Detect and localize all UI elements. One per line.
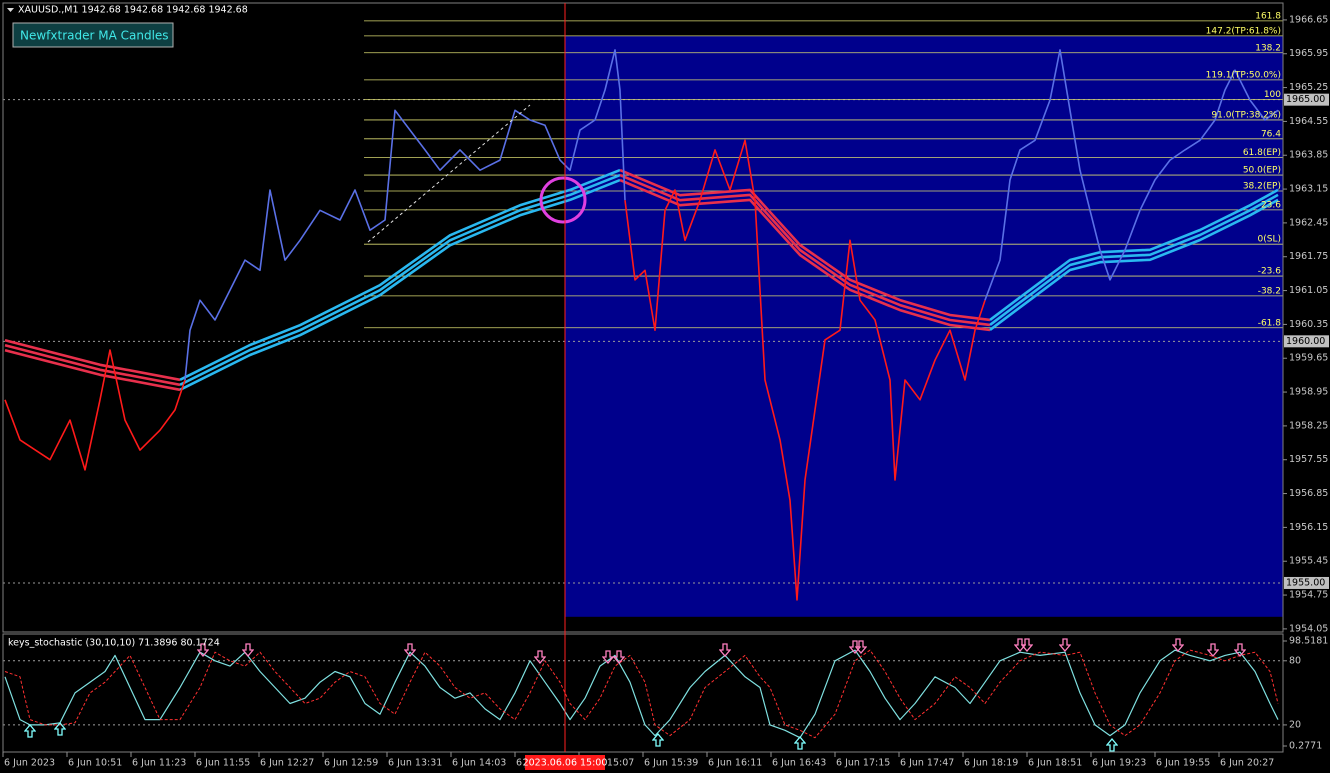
price-level-box bbox=[1284, 576, 1329, 589]
fib-label: 100 bbox=[1264, 90, 1281, 100]
y-tick-label: 1964.55 bbox=[1289, 116, 1328, 127]
cursor-label: 2023.06.06 15:00 bbox=[523, 758, 608, 769]
ma-ribbon-line bbox=[4, 348, 181, 392]
back-layer bbox=[3, 20, 1283, 726]
indicator-title: keys_stochastic (30,10,10) 71.3896 80.17… bbox=[8, 638, 220, 649]
x-tick-label: 6 Jun 12:59 bbox=[324, 758, 378, 769]
x-tick-label: 6 Jun 10:51 bbox=[68, 758, 122, 769]
y-tick-label: 1955.45 bbox=[1289, 556, 1328, 567]
ma-ribbon-line bbox=[989, 198, 1279, 331]
y-tick-label: 1957.55 bbox=[1289, 454, 1328, 465]
y-tick-label: 1954.05 bbox=[1289, 623, 1328, 634]
highlight-circle bbox=[539, 176, 587, 224]
x-tick-label: 6 Jun 15:07 bbox=[580, 758, 634, 769]
x-tick-label: 6 Jun 2023 bbox=[4, 758, 55, 769]
x-tick-label: 6 Jun 11:23 bbox=[132, 758, 186, 769]
y-tick-label: 98.5181 bbox=[1289, 636, 1328, 647]
y-tick-label: 1956.15 bbox=[1289, 522, 1328, 533]
price-line bbox=[4, 349, 186, 471]
fib-label: 138.2 bbox=[1255, 43, 1281, 53]
price-line bbox=[624, 139, 986, 601]
y-tick-label: 1956.85 bbox=[1289, 488, 1328, 499]
price-level-label: 1965.00 bbox=[1286, 94, 1325, 105]
price-line bbox=[184, 49, 626, 381]
indicator-button[interactable]: Newfxtrader MA Candles bbox=[12, 22, 174, 48]
price-line bbox=[984, 49, 1279, 301]
fib-label: -23.6 bbox=[1258, 267, 1282, 277]
x-tick-label: 6 Jun 20:27 bbox=[1220, 758, 1274, 769]
y-tick-label: 1961.75 bbox=[1289, 251, 1328, 262]
fib-label: 119.1(TP:50.0%) bbox=[1206, 70, 1281, 80]
ma-ribbon-line bbox=[4, 338, 181, 382]
y-tick-label: 20 bbox=[1289, 719, 1301, 730]
price-level-label: 1955.00 bbox=[1286, 577, 1325, 588]
fib-label: 61.8(EP) bbox=[1243, 148, 1281, 158]
x-tick-label: 6 Jun 19:55 bbox=[1156, 758, 1210, 769]
x-tick-label: 6 Jun 18:51 bbox=[1028, 758, 1082, 769]
fib-label: 50.0(EP) bbox=[1243, 166, 1281, 176]
fib-label: 161.8 bbox=[1255, 11, 1281, 21]
x-tick-label: 6 Jun 14:03 bbox=[452, 758, 506, 769]
y-tick-label: 1961.05 bbox=[1289, 285, 1328, 296]
y-tick-label: 1954.75 bbox=[1289, 590, 1328, 601]
fib-label: -38.2 bbox=[1258, 286, 1281, 296]
x-tick-label: 6 Jun 17:15 bbox=[836, 758, 890, 769]
y-tick-label: 1966.65 bbox=[1289, 14, 1328, 25]
ma-ribbon-line bbox=[619, 178, 991, 332]
button-label[interactable]: Newfxtrader MA Candles bbox=[20, 29, 169, 43]
trend-line bbox=[367, 104, 531, 243]
fib-label: 76.4 bbox=[1261, 129, 1281, 139]
x-tick-label: 6 Jun 16:43 bbox=[772, 758, 826, 769]
ma-ribbon-line bbox=[179, 178, 621, 391]
x-tick-label: 6 Jun 12:27 bbox=[260, 758, 314, 769]
x-tick-label: 6 Jun 11:55 bbox=[196, 758, 250, 769]
oscillator-line bbox=[4, 649, 1279, 739]
y-tick-label: 1958.95 bbox=[1289, 387, 1328, 398]
y-tick-label: 1963.85 bbox=[1289, 150, 1328, 161]
price-level-label: 1960.00 bbox=[1286, 336, 1325, 347]
x-tick-label: 6 Jun 16:11 bbox=[708, 758, 762, 769]
trade-zone bbox=[565, 35, 1283, 617]
x-tick-label: 6 Jun 17:47 bbox=[900, 758, 954, 769]
ma-ribbon-line bbox=[989, 193, 1279, 326]
cursor-label-box bbox=[525, 755, 605, 770]
ma-ribbon-line bbox=[619, 173, 991, 327]
y-tick-label: 1963.15 bbox=[1289, 184, 1328, 195]
y-tick-label: 1960.35 bbox=[1289, 319, 1328, 330]
y-tick-label: 1962.45 bbox=[1289, 217, 1328, 228]
y-tick-label: 1965.25 bbox=[1289, 82, 1328, 93]
menu-triangle bbox=[7, 8, 14, 12]
main-panel-frame bbox=[2, 2, 1284, 633]
y-tick-label: 80 bbox=[1289, 655, 1301, 666]
data-layer bbox=[4, 49, 1279, 739]
fib-label: 91.0(TP:38.2%) bbox=[1211, 110, 1281, 120]
ma-ribbon-line bbox=[619, 168, 991, 322]
x-tick-label: 6 Jun 15:39 bbox=[644, 758, 698, 769]
fib-label: 23.6 bbox=[1261, 200, 1281, 210]
button-face[interactable] bbox=[12, 22, 174, 48]
fib-label: 147.2(TP:61.8%) bbox=[1206, 26, 1281, 36]
ma-ribbon-line bbox=[179, 168, 621, 381]
x-tick-label: 6 Jun 19:23 bbox=[1092, 758, 1146, 769]
fib-label: 38.2(EP) bbox=[1243, 182, 1281, 192]
y-tick-label: 1959.65 bbox=[1289, 353, 1328, 364]
y-tick-label: 0.2771 bbox=[1289, 741, 1322, 752]
symbol-header: XAUUSD.,M1 1942.68 1942.68 1942.68 1942.… bbox=[18, 5, 248, 16]
oscillator-line bbox=[4, 649, 1279, 739]
price-level-box bbox=[1284, 93, 1329, 106]
overlay-layer: 1965.00 1960.00 1955.00 2023.06.06 15:00 bbox=[523, 3, 1329, 770]
fib-label: -61.8 bbox=[1258, 318, 1282, 328]
price-level-box bbox=[1284, 335, 1329, 348]
x-tick-label: 6 Jun 18:19 bbox=[964, 758, 1018, 769]
x-tick-label: 6 Jun 13:31 bbox=[388, 758, 442, 769]
fib-label: 0(SL) bbox=[1258, 235, 1281, 245]
y-tick-label: 1965.95 bbox=[1289, 48, 1328, 59]
ma-ribbon-line bbox=[179, 173, 621, 386]
ma-ribbon-line bbox=[4, 343, 181, 387]
y-tick-label: 1958.25 bbox=[1289, 420, 1328, 431]
